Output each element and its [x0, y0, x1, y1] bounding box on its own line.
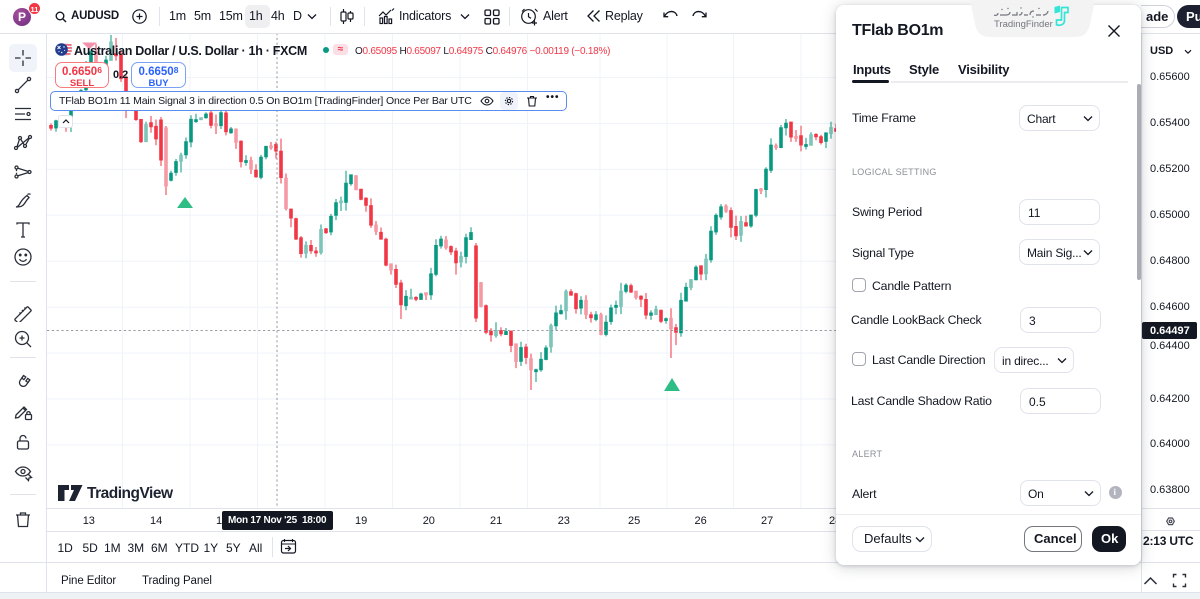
svg-text:TradingView: TradingView: [87, 485, 174, 502]
